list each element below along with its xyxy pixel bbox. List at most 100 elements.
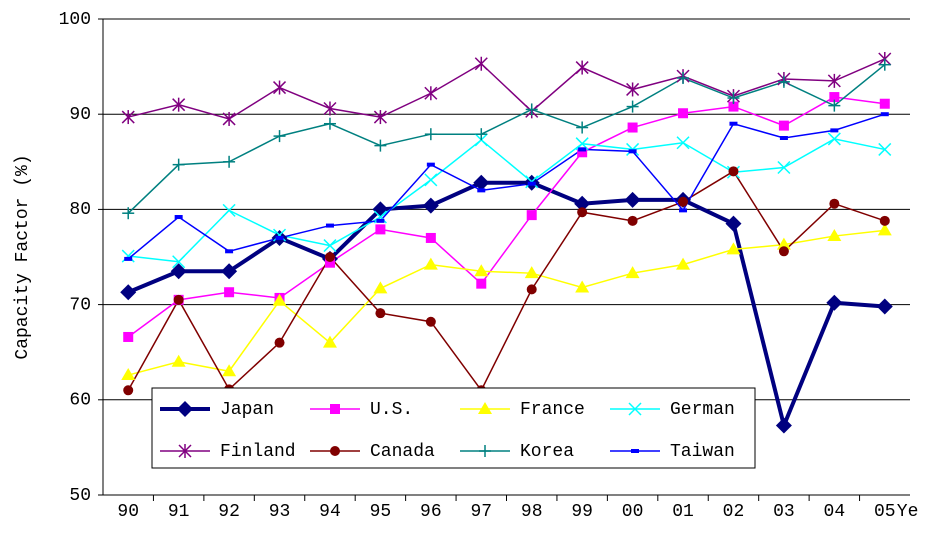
marker bbox=[578, 147, 587, 152]
marker-shape bbox=[330, 446, 340, 456]
marker bbox=[524, 266, 539, 279]
marker-shape bbox=[829, 198, 840, 209]
marker bbox=[776, 237, 791, 250]
marker-shape bbox=[726, 242, 741, 255]
marker bbox=[829, 92, 840, 103]
marker bbox=[729, 121, 738, 126]
marker-shape bbox=[827, 229, 842, 242]
legend-label: Canada bbox=[370, 442, 435, 462]
marker bbox=[577, 147, 588, 158]
marker-shape bbox=[376, 218, 385, 223]
marker bbox=[626, 82, 640, 97]
marker bbox=[625, 266, 640, 279]
y-tick-label: 60 bbox=[69, 391, 91, 411]
marker-shape bbox=[221, 263, 238, 280]
marker bbox=[479, 445, 491, 457]
marker bbox=[375, 224, 386, 235]
marker bbox=[122, 207, 135, 220]
x-tick-label: 03 bbox=[773, 502, 795, 522]
marker-stroke bbox=[172, 255, 186, 269]
marker bbox=[628, 149, 637, 154]
x-tick-label: 94 bbox=[319, 502, 341, 522]
marker bbox=[725, 215, 742, 232]
series-line bbox=[128, 138, 885, 263]
marker bbox=[878, 142, 892, 156]
marker bbox=[324, 252, 335, 262]
x-tick-label: 95 bbox=[370, 502, 392, 522]
marker bbox=[124, 256, 133, 261]
marker bbox=[624, 191, 641, 208]
legend-label: France bbox=[520, 400, 585, 420]
marker bbox=[477, 188, 486, 193]
marker bbox=[726, 242, 741, 255]
marker-shape bbox=[373, 281, 388, 294]
marker-shape bbox=[526, 210, 537, 221]
marker bbox=[223, 155, 236, 168]
marker bbox=[322, 335, 337, 348]
marker-stroke bbox=[323, 239, 337, 253]
marker bbox=[631, 449, 639, 453]
marker bbox=[777, 75, 790, 88]
marker bbox=[679, 208, 688, 213]
marker-shape bbox=[426, 162, 435, 167]
y-axis-label: Capacity Factor (%) bbox=[13, 154, 33, 359]
marker-shape bbox=[171, 354, 186, 367]
marker-shape bbox=[477, 188, 486, 193]
marker bbox=[174, 215, 183, 220]
marker-stroke bbox=[777, 160, 791, 175]
marker-shape bbox=[275, 235, 284, 240]
marker bbox=[422, 197, 439, 214]
y-tick-label: 50 bbox=[69, 486, 91, 506]
marker-shape bbox=[631, 449, 639, 453]
marker-shape bbox=[578, 147, 587, 152]
marker bbox=[526, 284, 537, 295]
marker-shape bbox=[375, 224, 386, 235]
marker-shape bbox=[879, 215, 890, 226]
marker-shape bbox=[826, 294, 843, 311]
x-tick-label: 97 bbox=[470, 502, 492, 522]
marker-shape bbox=[272, 293, 287, 306]
marker-shape bbox=[728, 101, 739, 112]
marker bbox=[575, 60, 589, 75]
series-line bbox=[127, 170, 886, 392]
series-line bbox=[127, 96, 885, 338]
x-tick-label: 92 bbox=[218, 502, 240, 522]
marker bbox=[121, 110, 135, 125]
legend-label: German bbox=[670, 400, 735, 420]
x-tick-label: 05 bbox=[874, 502, 896, 522]
x-tick-label: 90 bbox=[117, 502, 139, 522]
marker bbox=[474, 56, 488, 71]
marker bbox=[778, 120, 789, 131]
marker-shape bbox=[474, 264, 489, 277]
marker bbox=[123, 331, 134, 342]
series-line bbox=[127, 180, 885, 432]
marker bbox=[373, 281, 388, 294]
marker-shape bbox=[678, 196, 689, 207]
marker bbox=[323, 117, 336, 130]
marker bbox=[424, 128, 437, 141]
marker bbox=[330, 404, 340, 414]
marker bbox=[827, 73, 841, 88]
marker-shape bbox=[676, 257, 691, 270]
marker bbox=[778, 246, 789, 257]
marker-stroke bbox=[827, 132, 841, 146]
marker-shape bbox=[425, 232, 436, 243]
series-line bbox=[127, 64, 886, 214]
marker bbox=[172, 255, 186, 269]
marker-shape bbox=[574, 195, 591, 212]
x-tick-label: 00 bbox=[622, 502, 644, 522]
marker bbox=[626, 100, 639, 113]
marker bbox=[478, 402, 492, 414]
marker bbox=[172, 97, 186, 112]
marker bbox=[473, 174, 490, 191]
marker bbox=[627, 122, 638, 133]
marker-shape bbox=[274, 337, 285, 348]
marker bbox=[222, 203, 236, 217]
marker-shape bbox=[778, 120, 789, 131]
marker-shape bbox=[725, 215, 742, 232]
marker bbox=[574, 195, 591, 212]
marker bbox=[375, 308, 386, 319]
marker bbox=[476, 278, 487, 289]
y-tick-label: 100 bbox=[59, 10, 91, 30]
marker bbox=[826, 294, 843, 311]
